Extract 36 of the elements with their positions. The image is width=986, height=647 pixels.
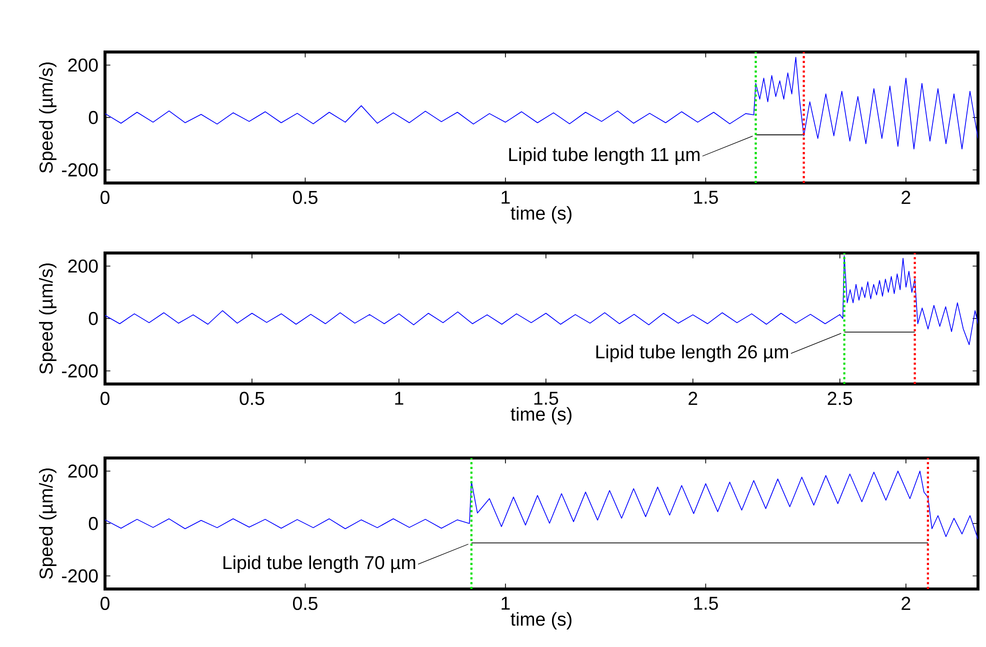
annotation: Lipid tube length 26 µm	[596, 344, 788, 362]
annotation: Lipid tube length 70 µm	[224, 556, 416, 573]
y-tick-label: 0	[88, 312, 98, 326]
y-axis-title: Speed (µm/s)	[39, 62, 56, 173]
y-tick-label: -200	[62, 163, 98, 177]
x-tick-label: 1.5	[694, 596, 718, 610]
y-tick-label: 0	[88, 516, 98, 530]
annotation: Lipid tube length 11 µm	[509, 147, 700, 165]
x-axis-title: time (s)	[510, 206, 572, 224]
x-tick-label: 0.5	[240, 392, 264, 406]
x-axis-title: time (s)	[510, 612, 572, 630]
x-tick-label: 1.5	[694, 190, 718, 204]
x-tick-label: 0	[100, 190, 110, 204]
x-tick-label: 2	[902, 596, 910, 610]
y-tick-label: 200	[68, 259, 98, 273]
y-tick-label: -200	[62, 569, 98, 583]
x-tick-label: 1	[502, 190, 510, 204]
y-tick-label: 0	[88, 110, 98, 124]
x-tick-label: 1	[502, 596, 510, 610]
x-tick-label: 0	[100, 392, 110, 406]
y-axis-title: Speed (µm/s)	[39, 263, 56, 374]
x-tick-label: 2	[902, 190, 910, 204]
y-tick-label: 200	[68, 58, 98, 72]
x-tick-label: 0	[100, 596, 110, 610]
x-tick-label: 0.5	[292, 190, 318, 204]
line-series	[105, 255, 978, 346]
y-axis-title: Speed (µm/s)	[39, 468, 56, 579]
x-tick-label: 0.5	[292, 596, 318, 610]
x-tick-label: 1.5	[534, 392, 558, 405]
x-tick-label: 1	[395, 392, 404, 405]
line-series	[105, 470, 978, 540]
y-tick-label: -200	[62, 364, 98, 378]
x-tick-label: 2.5	[828, 392, 852, 406]
x-tick-label: 2	[688, 392, 698, 405]
y-tick-label: 200	[68, 464, 98, 478]
x-axis-title: time (s)	[510, 407, 572, 424]
